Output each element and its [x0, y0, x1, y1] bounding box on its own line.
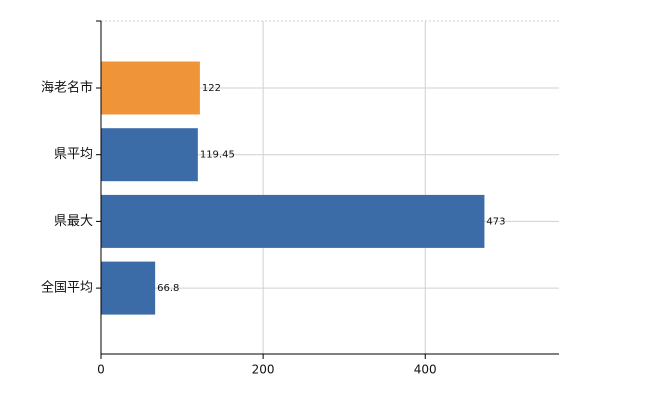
bar: [101, 61, 200, 115]
x-tick-label: 400: [414, 363, 437, 377]
y-tick-label: 県平均: [54, 147, 93, 162]
x-tick-label: 0: [97, 363, 105, 377]
y-tick-label: 全国平均: [41, 280, 93, 296]
bar: [101, 128, 198, 182]
bar: [101, 194, 485, 248]
y-tick-label: 海老名市: [41, 80, 93, 96]
y-tick-label: 県最大: [54, 214, 93, 229]
value-label: 473: [486, 216, 505, 227]
value-label: 122: [202, 83, 221, 94]
x-tick-label: 200: [252, 363, 275, 377]
value-label: 66.8: [157, 283, 179, 294]
bar: [101, 261, 156, 315]
value-label: 119.45: [200, 150, 235, 161]
